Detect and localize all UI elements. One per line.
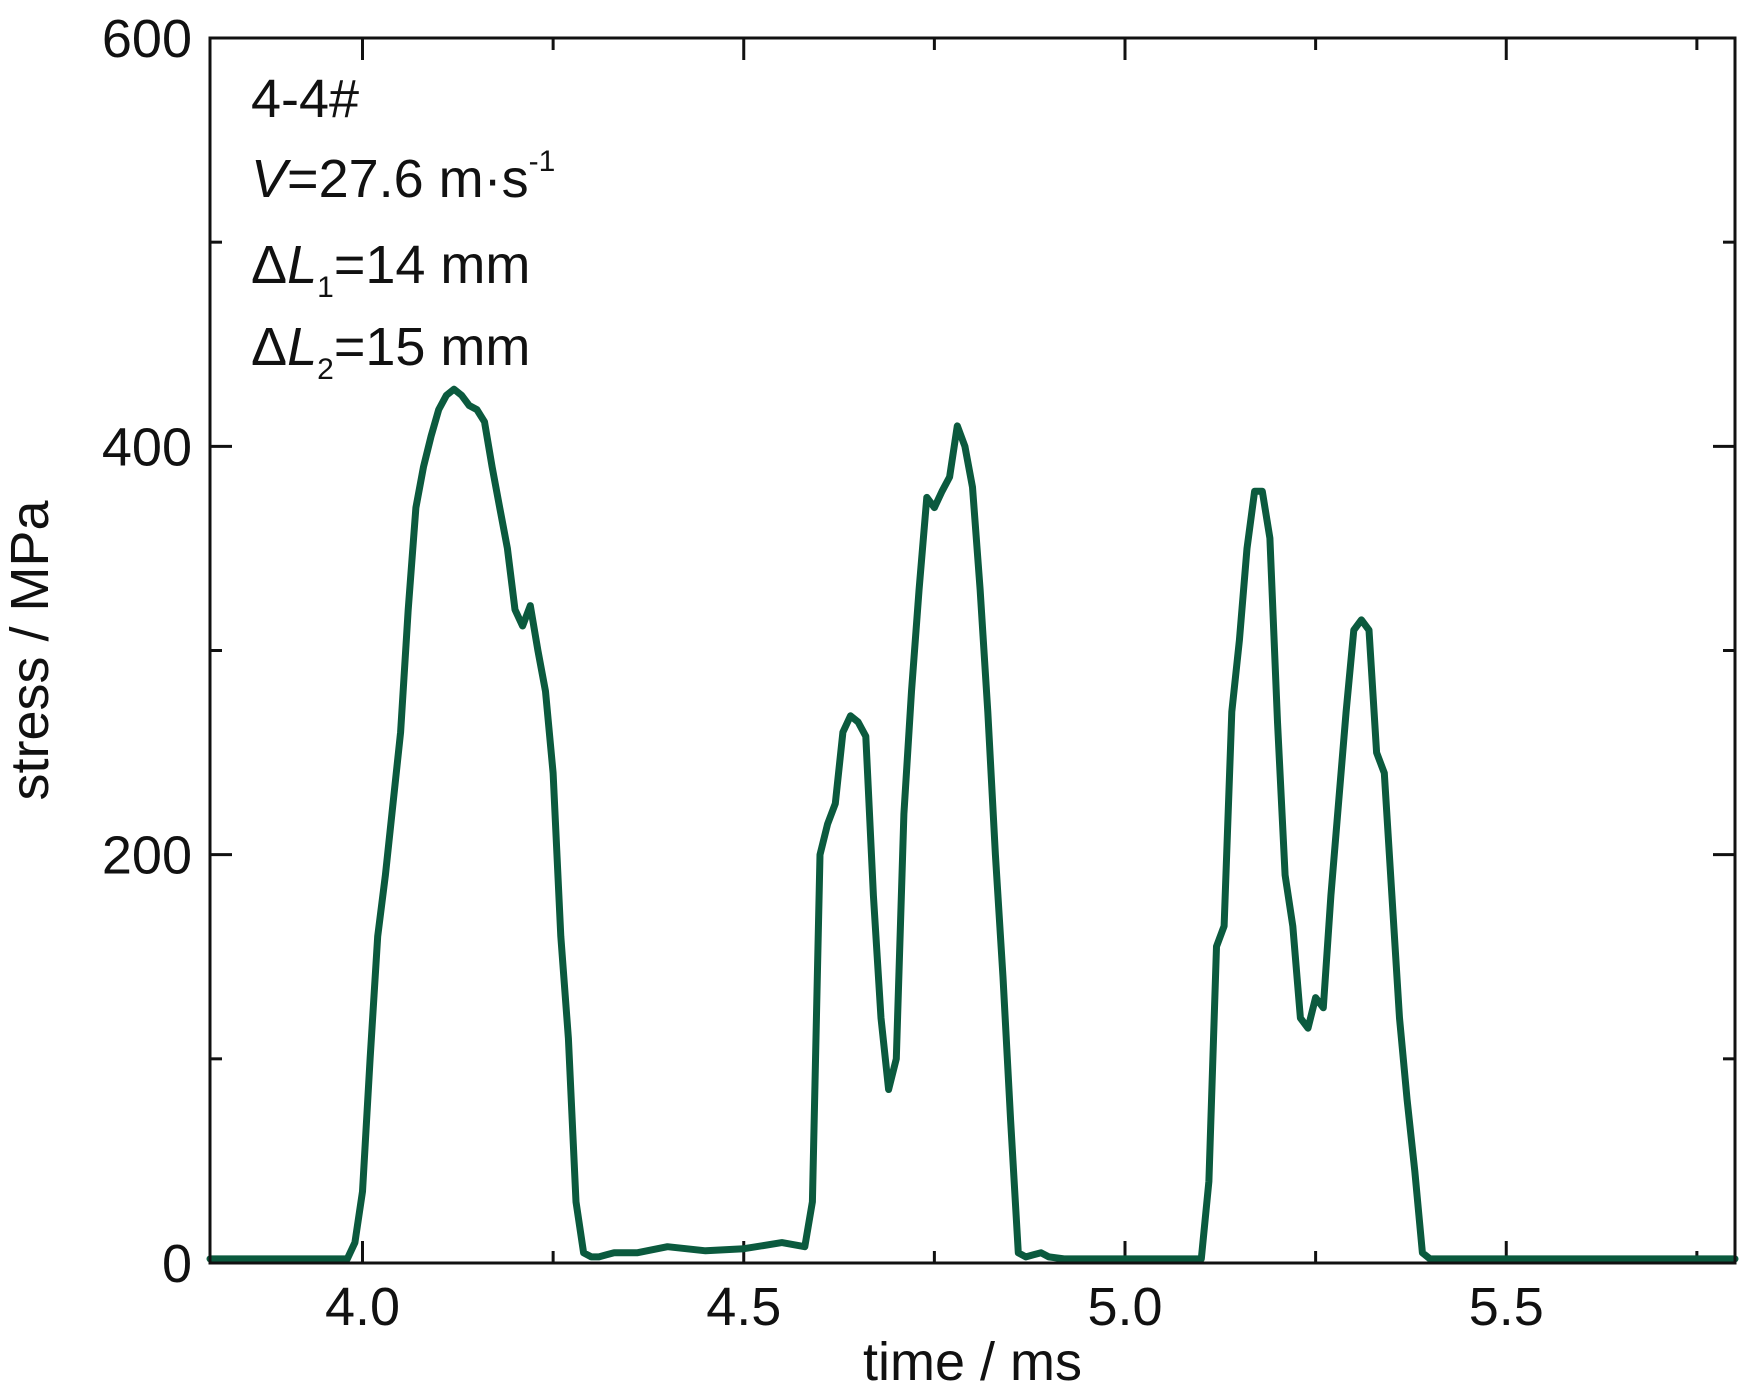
annotation-specimen: 4-4# (251, 69, 359, 129)
dl1-value: =14 mm (334, 235, 531, 295)
annotation-velocity: V=27.6 m·s-1 (251, 145, 555, 209)
axis-ticks (210, 36, 1735, 1265)
y-axis-title: stress / MPa (0, 500, 60, 801)
dl2-subscript: 2 (317, 353, 334, 386)
x-tick-label: 4.5 (706, 1277, 781, 1337)
annotation-dl2: ΔL2=15 mm (251, 317, 530, 386)
tick-labels: 4.0 4.5 5.0 5.5 0 200 400 600 (102, 9, 1544, 1337)
x-tick-label: 5.5 (1469, 1277, 1544, 1337)
dl2-symbol: L (287, 317, 317, 377)
x-axis-title: time / ms (863, 1332, 1082, 1391)
dl2-delta: Δ (251, 317, 287, 377)
plot-frame (208, 36, 1737, 1265)
annotation-dl1: ΔL1=14 mm (251, 235, 530, 304)
dl1-symbol: L (287, 235, 317, 295)
dl1-delta: Δ (251, 235, 287, 295)
velocity-exponent: -1 (529, 145, 556, 178)
series-layer (206, 385, 1739, 1263)
y-tick-label: 600 (102, 9, 192, 69)
dl1-subscript: 1 (317, 271, 334, 304)
x-tick-label: 4.0 (325, 1277, 400, 1337)
annotation-block: 4-4# V=27.6 m·s-1 ΔL1=14 mm ΔL2=15 mm (251, 69, 555, 386)
velocity-symbol: V (251, 149, 292, 209)
y-tick-label: 200 (102, 826, 192, 886)
dl2-value: =15 mm (334, 317, 531, 377)
series-line-1 (206, 385, 1739, 1263)
velocity-value: =27.6 m·s (287, 149, 529, 209)
y-tick-label: 0 (162, 1234, 192, 1294)
x-tick-label: 5.0 (1087, 1277, 1162, 1337)
y-tick-label: 400 (102, 417, 192, 477)
